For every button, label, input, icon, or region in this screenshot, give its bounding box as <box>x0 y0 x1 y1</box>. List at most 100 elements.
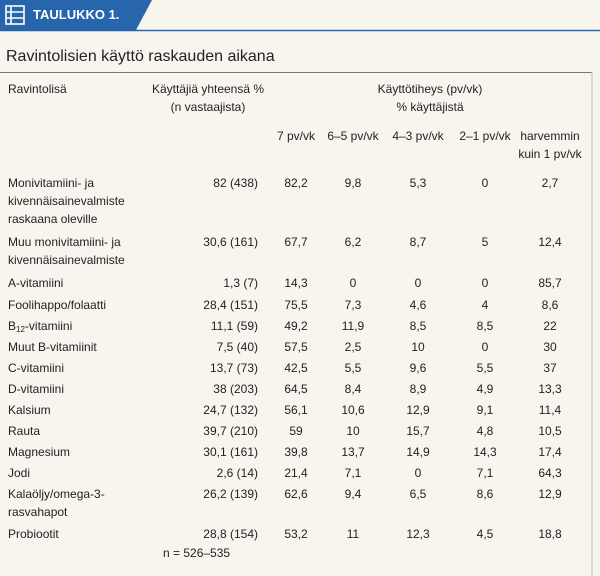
cell: 18,8 <box>538 527 562 541</box>
cell: 0 <box>481 276 489 290</box>
row-label: Kalaöljy/omega-3- <box>8 487 105 501</box>
cell: 62,6 <box>284 487 308 501</box>
cell: 9,1 <box>476 403 494 417</box>
row-label: Foolihappo/folaatti <box>8 298 107 312</box>
cell: 4,5 <box>476 527 494 541</box>
cell: 8,7 <box>409 235 427 249</box>
cell: 5,5 <box>476 361 494 375</box>
row-label: Magnesium <box>8 445 71 459</box>
cell: 14,3 <box>284 276 308 290</box>
cell: 24,7 (132) <box>203 403 258 417</box>
cell: 0 <box>414 466 422 480</box>
cell: 30 <box>543 340 557 354</box>
cell: 11,9 <box>341 319 365 333</box>
row-label: rasvahapot <box>8 505 68 519</box>
cell: 4 <box>481 298 489 312</box>
cell: 11,1 (59) <box>210 319 258 333</box>
cell: 2,5 <box>344 340 362 354</box>
cell: 28,8 (154) <box>203 527 258 541</box>
cell: 6,2 <box>344 235 362 249</box>
row-label: Muut B-vitamiinit <box>8 340 97 354</box>
cell: 28,4 (151) <box>203 298 258 312</box>
cell: 64,3 <box>538 466 562 480</box>
cell: 17,4 <box>538 445 562 459</box>
name-part: -vitamiini <box>24 319 73 333</box>
cell: 53,2 <box>284 527 308 541</box>
row-label: Jodi <box>8 466 31 480</box>
cell: 7,1 <box>344 466 362 480</box>
cell: 7,1 <box>476 466 494 480</box>
cell: 49,2 <box>284 319 308 333</box>
name-part: B <box>8 319 17 333</box>
row-label: Monivitamiini- ja <box>8 176 95 190</box>
cell: 8,5 <box>476 319 494 333</box>
row-label: Kalsium <box>8 403 51 417</box>
cell: 1,3 (7) <box>223 276 258 290</box>
cell: 56,1 <box>284 403 308 417</box>
cell: 9,4 <box>344 487 362 501</box>
row-label: B12-vitamiini <box>8 317 72 335</box>
cell: 15,7 <box>406 424 430 438</box>
cell: 7,3 <box>344 298 362 312</box>
cell: 82,2 <box>284 176 308 190</box>
table-icon <box>5 5 25 25</box>
cell: 14,3 <box>473 445 497 459</box>
cell: 38 (203) <box>213 382 258 396</box>
cell: 64,5 <box>284 382 308 396</box>
cell: 5,5 <box>344 361 362 375</box>
cell: 0 <box>414 276 422 290</box>
row-label: kivennäisainevalmiste <box>8 253 125 267</box>
cell: 10 <box>411 340 425 354</box>
cell: 12,3 <box>406 527 430 541</box>
cell: 82 (438) <box>213 176 258 190</box>
row-label: A-vitamiini <box>8 276 64 290</box>
cell: 42,5 <box>284 361 308 375</box>
cell: 0 <box>481 176 489 190</box>
subscript: 12 <box>16 325 25 334</box>
cell: 8,6 <box>541 298 559 312</box>
cell: 13,3 <box>538 382 562 396</box>
cell: 59 <box>289 424 303 438</box>
title: Ravintolisien käyttö raskauden aikana <box>6 48 275 65</box>
column-header: kuin 1 pv/vk <box>518 147 582 161</box>
cell: 30,6 (161) <box>203 235 258 249</box>
column-header: 6–5 pv/vk <box>327 129 379 143</box>
cell: 0 <box>349 276 357 290</box>
row-label: Probiootit <box>8 527 59 541</box>
cell: 21,4 <box>284 466 308 480</box>
cell: 39,7 (210) <box>203 424 258 438</box>
cell: 8,9 <box>409 382 427 396</box>
cell: 75,5 <box>284 298 308 312</box>
cell: 14,9 <box>406 445 430 459</box>
cell: 12,9 <box>406 403 430 417</box>
cell: 12,4 <box>538 235 562 249</box>
cell: 26,2 (139) <box>203 487 258 501</box>
column-header: 4–3 pv/vk <box>392 129 444 143</box>
column-header: harvemmin <box>520 129 580 143</box>
column-header: (n vastaajista) <box>170 100 246 114</box>
cell: 8,4 <box>344 382 362 396</box>
cell: 4,8 <box>476 424 494 438</box>
cell: 10,6 <box>341 403 365 417</box>
row-label: Rauta <box>8 424 41 438</box>
header-label: TAULUKKO 1. <box>33 7 120 22</box>
cell: 9,6 <box>409 361 427 375</box>
row-label: kivennäisainevalmiste <box>8 194 125 208</box>
cell: 30,1 (161) <box>203 445 258 459</box>
column-header: Käyttötiheys (pv/vk) <box>377 82 483 96</box>
cell: 4,6 <box>409 298 427 312</box>
cell: 8,5 <box>409 319 427 333</box>
cell: 13,7 <box>341 445 365 459</box>
table-note: n = 526–535 <box>163 546 231 560</box>
row-label: Muu monivitamiini- ja <box>8 235 121 249</box>
cell: 5 <box>481 235 489 249</box>
cell: 2,6 (14) <box>216 466 258 480</box>
cell: 11 <box>346 527 360 541</box>
row-label: C-vitamiini <box>8 361 65 375</box>
row-label: raskaana oleville <box>8 212 98 226</box>
column-header: Ravintolisä <box>8 82 67 96</box>
column-header: Käyttäjiä yhteensä % <box>151 82 265 96</box>
cell: 2,7 <box>541 176 559 190</box>
